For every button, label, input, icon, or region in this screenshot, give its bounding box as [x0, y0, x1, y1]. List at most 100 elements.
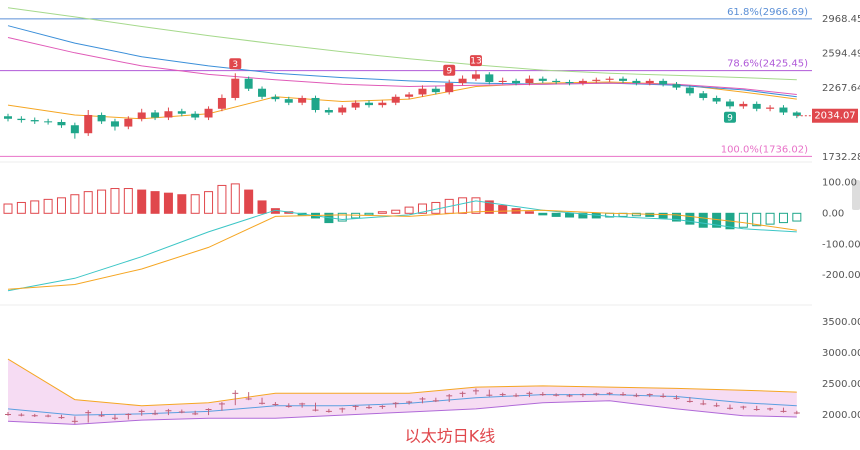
candle-body [779, 107, 788, 113]
candle-body [271, 96, 280, 100]
candle-body [552, 80, 561, 82]
y-tick-label: -200.00 [822, 270, 860, 281]
candle-body [512, 80, 521, 84]
macd-bar [43, 198, 53, 214]
last-price-box [812, 108, 858, 123]
macd-bar [431, 201, 441, 214]
candle-body [378, 102, 387, 106]
candle-body [204, 108, 213, 118]
candle-body [17, 118, 26, 121]
candle-body [351, 102, 360, 108]
candle-body [725, 101, 734, 107]
macd-bar [110, 188, 120, 214]
candle-body [632, 80, 641, 84]
macd-bar [257, 200, 267, 214]
candle-body [752, 103, 761, 109]
candle-body [4, 116, 12, 119]
signal-badge [229, 58, 242, 70]
candle-body [324, 110, 333, 113]
macd-bar [498, 205, 508, 214]
macd-bar [458, 197, 468, 214]
macd-bar [765, 212, 775, 225]
candle-body [391, 96, 400, 103]
candle-body [110, 121, 119, 127]
y-tick-label: 2500.00 [822, 379, 860, 390]
macd-bar [30, 200, 40, 214]
candle-body [137, 112, 146, 119]
ma-line [7, 400, 797, 425]
candle-body [151, 112, 160, 118]
macd-bar [163, 192, 173, 214]
macd-bar [83, 191, 93, 214]
fib-label: 78.6%(2425.45) [727, 59, 808, 70]
candle-body [258, 88, 267, 97]
macd-bar [16, 201, 26, 214]
signal-badge [723, 111, 736, 123]
macd-bar [244, 189, 254, 214]
candle-body [699, 93, 708, 98]
candle-body [124, 118, 133, 127]
signal-label: 3 [232, 60, 238, 70]
candle-body [458, 78, 467, 84]
macd-bar [685, 212, 695, 225]
candle-body [619, 78, 628, 81]
signal-badge [443, 64, 456, 76]
macd-bar [752, 212, 762, 227]
macd-bar [417, 203, 427, 214]
candle-body [498, 80, 507, 82]
macd-bar [698, 212, 708, 228]
candle-body [605, 78, 614, 80]
candle-body [525, 78, 534, 84]
macd-bar [484, 200, 494, 214]
ma-line [7, 209, 797, 290]
macd-bar [578, 212, 588, 219]
candle-body [70, 125, 79, 134]
candle-body [338, 107, 347, 113]
scrollbar[interactable] [852, 180, 860, 210]
signal-label: 13 [470, 57, 481, 67]
macd-bar [524, 211, 534, 214]
candle-body [485, 74, 494, 82]
candle-body [672, 84, 681, 88]
macd-bar [3, 203, 13, 214]
ma-line [7, 7, 797, 81]
macd-bar [150, 191, 160, 214]
y-tick-label: 2000.00 [822, 410, 860, 421]
macd-bar [538, 212, 548, 216]
macd-bar [792, 212, 802, 222]
candle-body [244, 78, 253, 89]
ma-line [7, 200, 797, 292]
candle-body [231, 78, 240, 98]
macd-bar [337, 212, 347, 222]
candle-body [538, 78, 547, 81]
candle-body [659, 80, 668, 85]
candle-body [445, 83, 454, 93]
candle-body [418, 88, 427, 95]
signal-badge [469, 55, 482, 67]
macd-bar [658, 212, 668, 219]
y-tick-label: 3500.00 [822, 317, 860, 328]
macd-bar [123, 188, 133, 214]
candle-body [84, 114, 93, 134]
macd-bar [471, 197, 481, 214]
candle-body [298, 97, 307, 103]
macd-bar [391, 209, 401, 214]
candle-body [191, 113, 200, 118]
fib-label: 100.0%(1736.02) [721, 144, 808, 155]
candle-body [57, 121, 66, 126]
candle-body [284, 99, 293, 103]
candle-body [97, 114, 106, 122]
candle-body [592, 79, 601, 81]
candle-body [431, 88, 440, 93]
macd-bar [97, 189, 107, 214]
y-tick-label: 0.00 [822, 208, 844, 219]
y-tick-label: 1732.28 [822, 152, 860, 163]
macd-bar [551, 212, 561, 217]
macd-bar [217, 184, 227, 214]
macd-bar [377, 211, 387, 214]
candle-body [164, 111, 173, 118]
candle-body [766, 107, 775, 109]
candle-body [565, 81, 574, 84]
macd-bar [230, 183, 240, 214]
